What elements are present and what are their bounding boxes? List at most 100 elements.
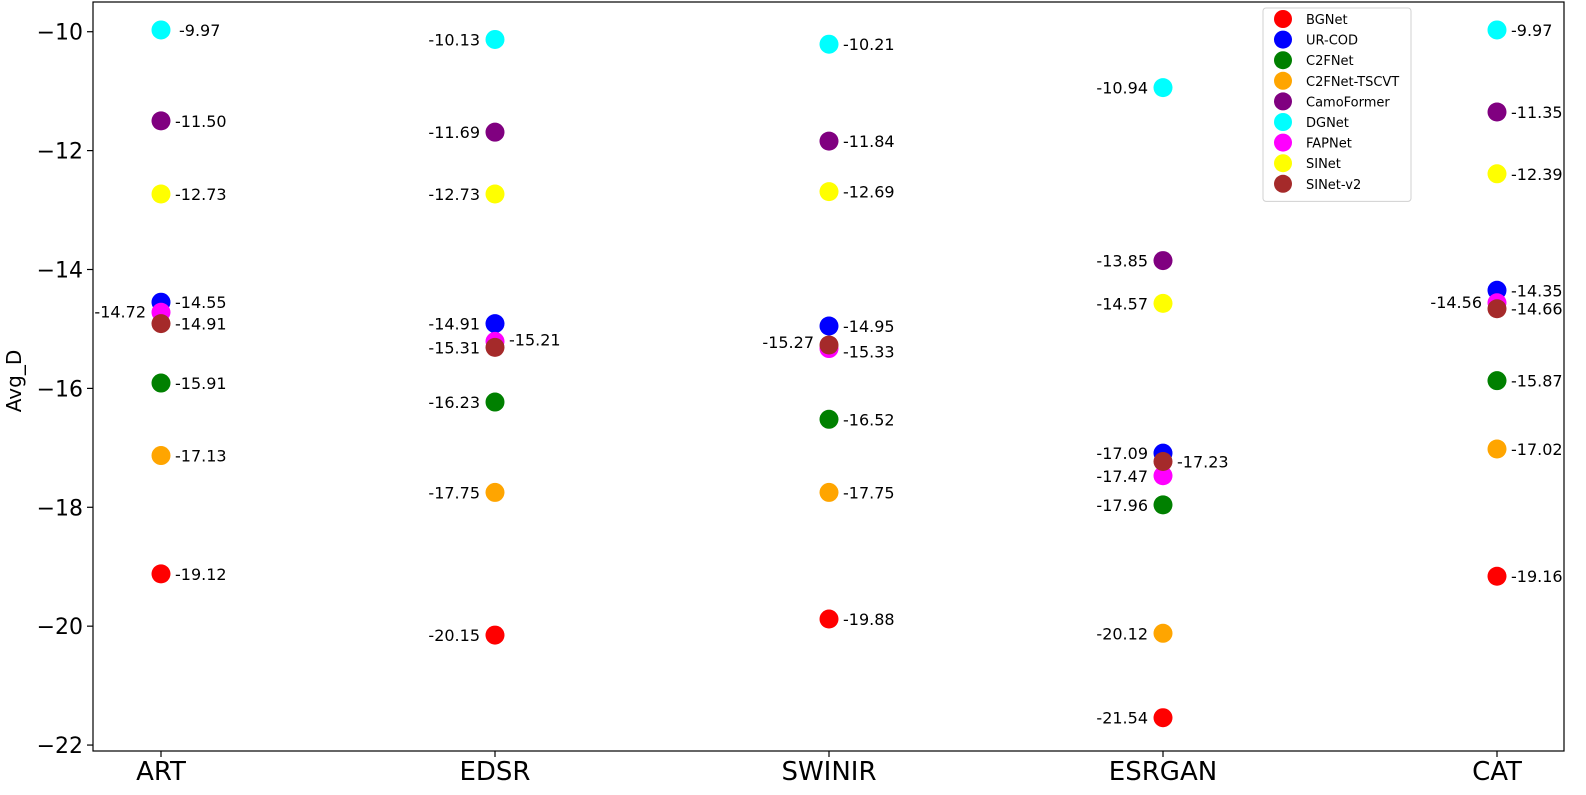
legend-box bbox=[1262, 7, 1412, 202]
data-label: -11.84 bbox=[843, 132, 895, 151]
data-label: -14.72 bbox=[94, 302, 146, 321]
data-point bbox=[1487, 439, 1507, 459]
data-label: -14.66 bbox=[1511, 300, 1563, 319]
data-point bbox=[819, 609, 839, 629]
data-point bbox=[1153, 623, 1173, 643]
data-point bbox=[819, 131, 839, 151]
data-point bbox=[1153, 78, 1173, 98]
data-label: -21.54 bbox=[1096, 709, 1148, 728]
data-label: -12.73 bbox=[175, 185, 227, 204]
legend-label: C2FNet-TSCVT bbox=[1306, 75, 1399, 90]
legend-label: SINet-v2 bbox=[1306, 178, 1361, 193]
data-label: -14.91 bbox=[175, 315, 227, 334]
y-tick-label: −14 bbox=[37, 259, 83, 284]
legend-label: SINet bbox=[1306, 157, 1341, 172]
data-label: -10.94 bbox=[1096, 79, 1148, 98]
data-point bbox=[1487, 164, 1507, 184]
data-point bbox=[151, 20, 171, 40]
x-tick-label: ART bbox=[136, 757, 186, 787]
data-label: -16.52 bbox=[843, 410, 895, 429]
legend-marker bbox=[1274, 113, 1292, 131]
data-point bbox=[485, 392, 505, 412]
data-label: -10.13 bbox=[428, 30, 480, 49]
legend-label: BGNet bbox=[1306, 13, 1348, 28]
data-label: -17.96 bbox=[1096, 496, 1148, 515]
data-point bbox=[151, 111, 171, 131]
data-point bbox=[1153, 251, 1173, 271]
data-label: -15.27 bbox=[762, 333, 814, 352]
data-label: -19.88 bbox=[843, 610, 895, 629]
data-label: -14.56 bbox=[1430, 293, 1482, 312]
legend-marker bbox=[1274, 174, 1292, 193]
legend-marker bbox=[1274, 51, 1292, 70]
data-label: -20.12 bbox=[1096, 624, 1148, 643]
x-tick-label: ESRGAN bbox=[1109, 757, 1217, 787]
legend-marker bbox=[1274, 154, 1292, 173]
data-label: -15.33 bbox=[843, 343, 895, 362]
data-label: -16.23 bbox=[428, 393, 480, 412]
data-point bbox=[1153, 708, 1173, 728]
data-label: -11.69 bbox=[428, 123, 480, 142]
data-point bbox=[1153, 293, 1173, 313]
data-point bbox=[819, 409, 839, 429]
data-point bbox=[819, 34, 839, 54]
legend-label: FAPNet bbox=[1306, 137, 1352, 152]
x-tick-label: EDSR bbox=[459, 757, 530, 787]
data-label: -17.47 bbox=[1096, 467, 1148, 486]
data-label: -15.21 bbox=[509, 330, 561, 349]
data-point bbox=[485, 184, 505, 204]
data-point bbox=[485, 29, 505, 49]
data-label: -17.23 bbox=[1177, 453, 1229, 472]
data-label: -12.39 bbox=[1511, 165, 1563, 184]
data-label: -14.57 bbox=[1096, 294, 1148, 313]
x-tick-label: CAT bbox=[1472, 757, 1522, 787]
data-label: -17.75 bbox=[843, 483, 895, 502]
legend: BGNet UR-COD C2FNet C2FNet-TSCVT CamoFormer D… bbox=[1262, 7, 1412, 202]
data-point bbox=[151, 564, 171, 584]
data-point bbox=[819, 335, 839, 355]
data-label: -10.21 bbox=[843, 35, 895, 54]
data-label: -15.91 bbox=[175, 374, 227, 393]
data-label: -14.91 bbox=[428, 315, 480, 334]
y-axis-label: Avg_D bbox=[2, 350, 26, 412]
data-label: -11.50 bbox=[175, 112, 227, 131]
data-point bbox=[1487, 371, 1507, 391]
legend-label: C2FNet bbox=[1306, 54, 1354, 69]
data-point bbox=[819, 182, 839, 202]
data-label: -14.35 bbox=[1511, 281, 1563, 300]
plot-area: -19.12 -20.15 -19.88 -21.54 -19.16 -14.55 -14.… bbox=[94, 20, 1563, 728]
data-point bbox=[819, 482, 839, 502]
data-point bbox=[485, 122, 505, 142]
data-label: -17.13 bbox=[175, 447, 227, 466]
data-label: -20.15 bbox=[428, 626, 480, 645]
data-point bbox=[151, 446, 171, 466]
data-label: -19.16 bbox=[1511, 567, 1563, 586]
data-point bbox=[485, 482, 505, 502]
legend-marker bbox=[1274, 10, 1292, 28]
y-tick-label: −18 bbox=[37, 496, 83, 521]
data-point bbox=[1153, 452, 1173, 472]
data-label: -14.95 bbox=[843, 317, 895, 336]
y-tick-label: −16 bbox=[37, 377, 83, 402]
data-point bbox=[485, 625, 505, 645]
data-point bbox=[819, 316, 839, 336]
y-tick-label: −22 bbox=[37, 734, 83, 759]
legend-marker bbox=[1274, 92, 1292, 111]
y-tick-label: −20 bbox=[37, 615, 83, 640]
legend-marker bbox=[1274, 30, 1292, 49]
legend-label: UR-COD bbox=[1306, 34, 1358, 49]
legend-marker bbox=[1274, 71, 1292, 90]
data-point bbox=[1153, 495, 1173, 515]
data-label: -15.87 bbox=[1511, 372, 1563, 391]
data-label: -19.12 bbox=[175, 565, 227, 584]
data-point bbox=[1487, 20, 1507, 40]
data-label: -17.75 bbox=[428, 483, 480, 502]
data-label: -15.31 bbox=[428, 338, 480, 357]
data-label: -13.85 bbox=[1096, 252, 1148, 271]
data-point bbox=[151, 314, 171, 334]
data-label: -12.69 bbox=[843, 183, 895, 202]
y-tick-label: −12 bbox=[37, 140, 83, 165]
data-label: -14.55 bbox=[175, 293, 227, 312]
data-point bbox=[1487, 566, 1507, 586]
